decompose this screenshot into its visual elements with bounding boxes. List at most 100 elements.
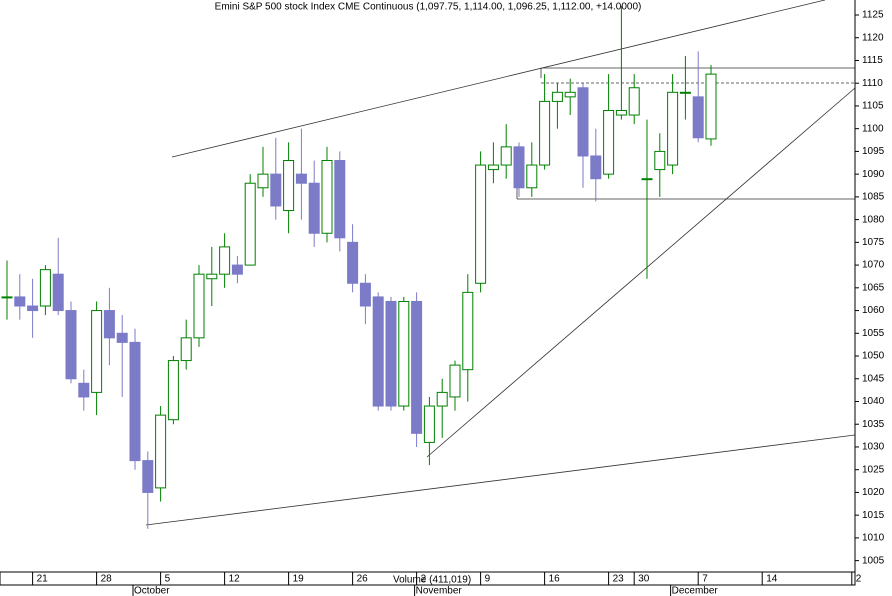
candle-body bbox=[603, 109, 615, 175]
candle-body bbox=[487, 164, 499, 171]
y-tick-label: 1035 bbox=[862, 419, 885, 430]
x-tick-label: 5 bbox=[165, 574, 171, 585]
candle-body bbox=[654, 150, 666, 171]
candle-body bbox=[231, 264, 243, 275]
x-tick-label: 2 bbox=[421, 574, 427, 585]
y-tick-label: 1105 bbox=[862, 101, 884, 112]
x-tick-label: 9 bbox=[485, 574, 491, 585]
y-tick-label: 1100 bbox=[862, 123, 884, 134]
y-tick-label: 1085 bbox=[862, 192, 885, 203]
candle-body bbox=[129, 341, 141, 462]
y-tick-label: 1065 bbox=[862, 282, 885, 293]
candle-body bbox=[628, 87, 640, 116]
y-tick-label: 1075 bbox=[862, 237, 885, 248]
candle-body bbox=[91, 310, 103, 393]
candle-body bbox=[257, 173, 269, 189]
chart-title: Emini S&P 500 stock Index CME Continuous… bbox=[215, 2, 642, 13]
candle-body bbox=[103, 310, 115, 339]
candle-body bbox=[705, 73, 717, 140]
upper-channel-line bbox=[171, 0, 826, 158]
x-tick-label: 28 bbox=[101, 574, 113, 585]
candle-body bbox=[270, 173, 282, 207]
volume-label: Volume (411,019) bbox=[393, 575, 471, 586]
candle-body bbox=[321, 160, 333, 234]
candle-body bbox=[155, 414, 167, 489]
candle-body bbox=[65, 310, 77, 380]
y-tick-label: 1025 bbox=[862, 464, 885, 475]
y-tick-label: 1020 bbox=[862, 487, 885, 498]
y-tick-label: 1045 bbox=[862, 373, 885, 384]
x-tick-label: 12 bbox=[229, 574, 241, 585]
candle-body bbox=[116, 332, 128, 343]
x-tick-label: 21 bbox=[37, 574, 49, 585]
candle-body bbox=[167, 360, 179, 421]
candle-body bbox=[449, 364, 461, 398]
x-tick-label: 30 bbox=[638, 574, 650, 585]
month-label: October bbox=[134, 586, 170, 596]
candle-body bbox=[423, 405, 435, 443]
candle-body bbox=[564, 91, 576, 98]
y-tick-label: 1030 bbox=[862, 442, 885, 453]
y-tick-label: 1125 bbox=[862, 10, 884, 21]
candle-body bbox=[142, 460, 154, 493]
candle-body bbox=[219, 246, 231, 275]
y-tick-label: 1120 bbox=[862, 32, 884, 43]
x-tick-label: 16 bbox=[549, 574, 561, 585]
candle-body bbox=[295, 173, 307, 184]
y-tick-label: 1010 bbox=[862, 533, 885, 544]
candle-body bbox=[500, 146, 512, 166]
candle-body bbox=[244, 182, 256, 266]
candle-body bbox=[411, 300, 423, 434]
candle-body bbox=[193, 273, 205, 339]
candle-body bbox=[513, 146, 525, 189]
x-axis-band bbox=[0, 571, 856, 586]
candle-body bbox=[206, 273, 218, 280]
y-tick-label: 1040 bbox=[862, 396, 885, 407]
month-label: November bbox=[416, 586, 463, 596]
candle-body bbox=[590, 155, 602, 180]
x-tick-label: 2 bbox=[856, 574, 862, 585]
candle-body bbox=[283, 160, 295, 212]
candle-body bbox=[39, 269, 51, 307]
x-tick-label: 19 bbox=[293, 574, 305, 585]
lower-channel-line bbox=[145, 434, 856, 526]
candle-body bbox=[180, 337, 192, 362]
y-tick-label: 1005 bbox=[862, 555, 885, 566]
y-tick-label: 1090 bbox=[862, 169, 885, 180]
candle-body bbox=[27, 305, 39, 312]
candle-body bbox=[372, 296, 384, 407]
candle-body bbox=[334, 160, 346, 239]
y-tick-label: 1015 bbox=[862, 510, 885, 521]
candle-body bbox=[462, 291, 474, 371]
candle-body bbox=[52, 273, 64, 312]
x-tick-label: 23 bbox=[613, 574, 625, 585]
candle-body bbox=[615, 109, 627, 116]
candle-body bbox=[667, 91, 679, 166]
candle-body bbox=[577, 87, 589, 157]
candle-body bbox=[1, 296, 13, 299]
y-tick-label: 1110 bbox=[862, 78, 883, 89]
y-tick-label: 1070 bbox=[862, 260, 885, 271]
support-line bbox=[426, 87, 856, 458]
y-tick-label: 1050 bbox=[862, 351, 885, 362]
candle-body bbox=[436, 391, 448, 407]
candle-body bbox=[78, 382, 90, 398]
candle-body bbox=[398, 300, 410, 407]
y-tick-label: 1060 bbox=[862, 305, 885, 316]
x-tick-label: 26 bbox=[357, 574, 369, 585]
candle-body bbox=[679, 91, 691, 94]
candle-body bbox=[475, 164, 487, 284]
candle-body bbox=[359, 282, 371, 307]
month-label: December bbox=[672, 586, 719, 596]
candle-body bbox=[539, 100, 551, 166]
y-tick-label: 1115 bbox=[862, 55, 883, 66]
candle-body bbox=[308, 182, 320, 234]
y-tick-label: 1095 bbox=[862, 146, 885, 157]
candle-body bbox=[347, 241, 359, 284]
y-tick-label: 1080 bbox=[862, 214, 885, 225]
y-tick-label: 1055 bbox=[862, 328, 885, 339]
candle-body bbox=[692, 96, 704, 139]
candle-body bbox=[14, 296, 26, 307]
